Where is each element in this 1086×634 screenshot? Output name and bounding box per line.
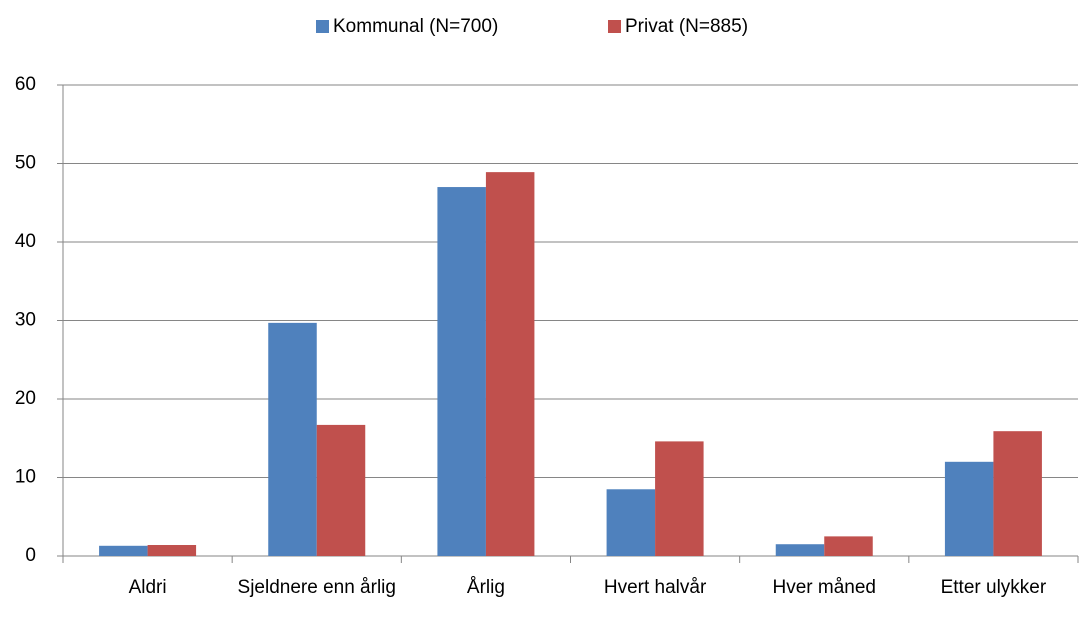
legend-label: Privat (N=885) <box>625 16 748 37</box>
bar <box>606 489 656 556</box>
bar <box>775 544 825 556</box>
y-tick-label: 50 <box>15 153 36 174</box>
x-tick-label: Hver måned <box>772 577 877 598</box>
legend-label: Kommunal (N=700) <box>333 16 498 37</box>
bar <box>316 424 366 556</box>
y-tick-label: 0 <box>25 545 36 566</box>
x-tick-label: Sjeldnere enn årlig <box>237 577 396 598</box>
bar <box>437 187 486 557</box>
legend-swatch <box>608 20 621 33</box>
bar <box>147 545 197 556</box>
bar <box>655 441 704 556</box>
bar <box>944 461 994 556</box>
bar <box>99 545 148 556</box>
bar <box>268 322 317 556</box>
x-tick-label: Årlig <box>466 577 505 598</box>
y-tick-label: 10 <box>15 467 36 488</box>
y-tick-label: 60 <box>15 74 36 95</box>
x-tick-label: Hvert halvår <box>603 577 707 598</box>
bar <box>485 172 535 556</box>
y-tick-label: 20 <box>15 388 36 409</box>
x-tick-label: Aldri <box>128 577 167 598</box>
y-tick-label: 30 <box>15 310 36 331</box>
legend-swatch <box>316 20 329 33</box>
bar <box>993 431 1042 556</box>
bar <box>824 536 873 556</box>
x-tick-label: Etter ulykker <box>940 577 1047 598</box>
y-tick-label: 40 <box>15 231 36 252</box>
